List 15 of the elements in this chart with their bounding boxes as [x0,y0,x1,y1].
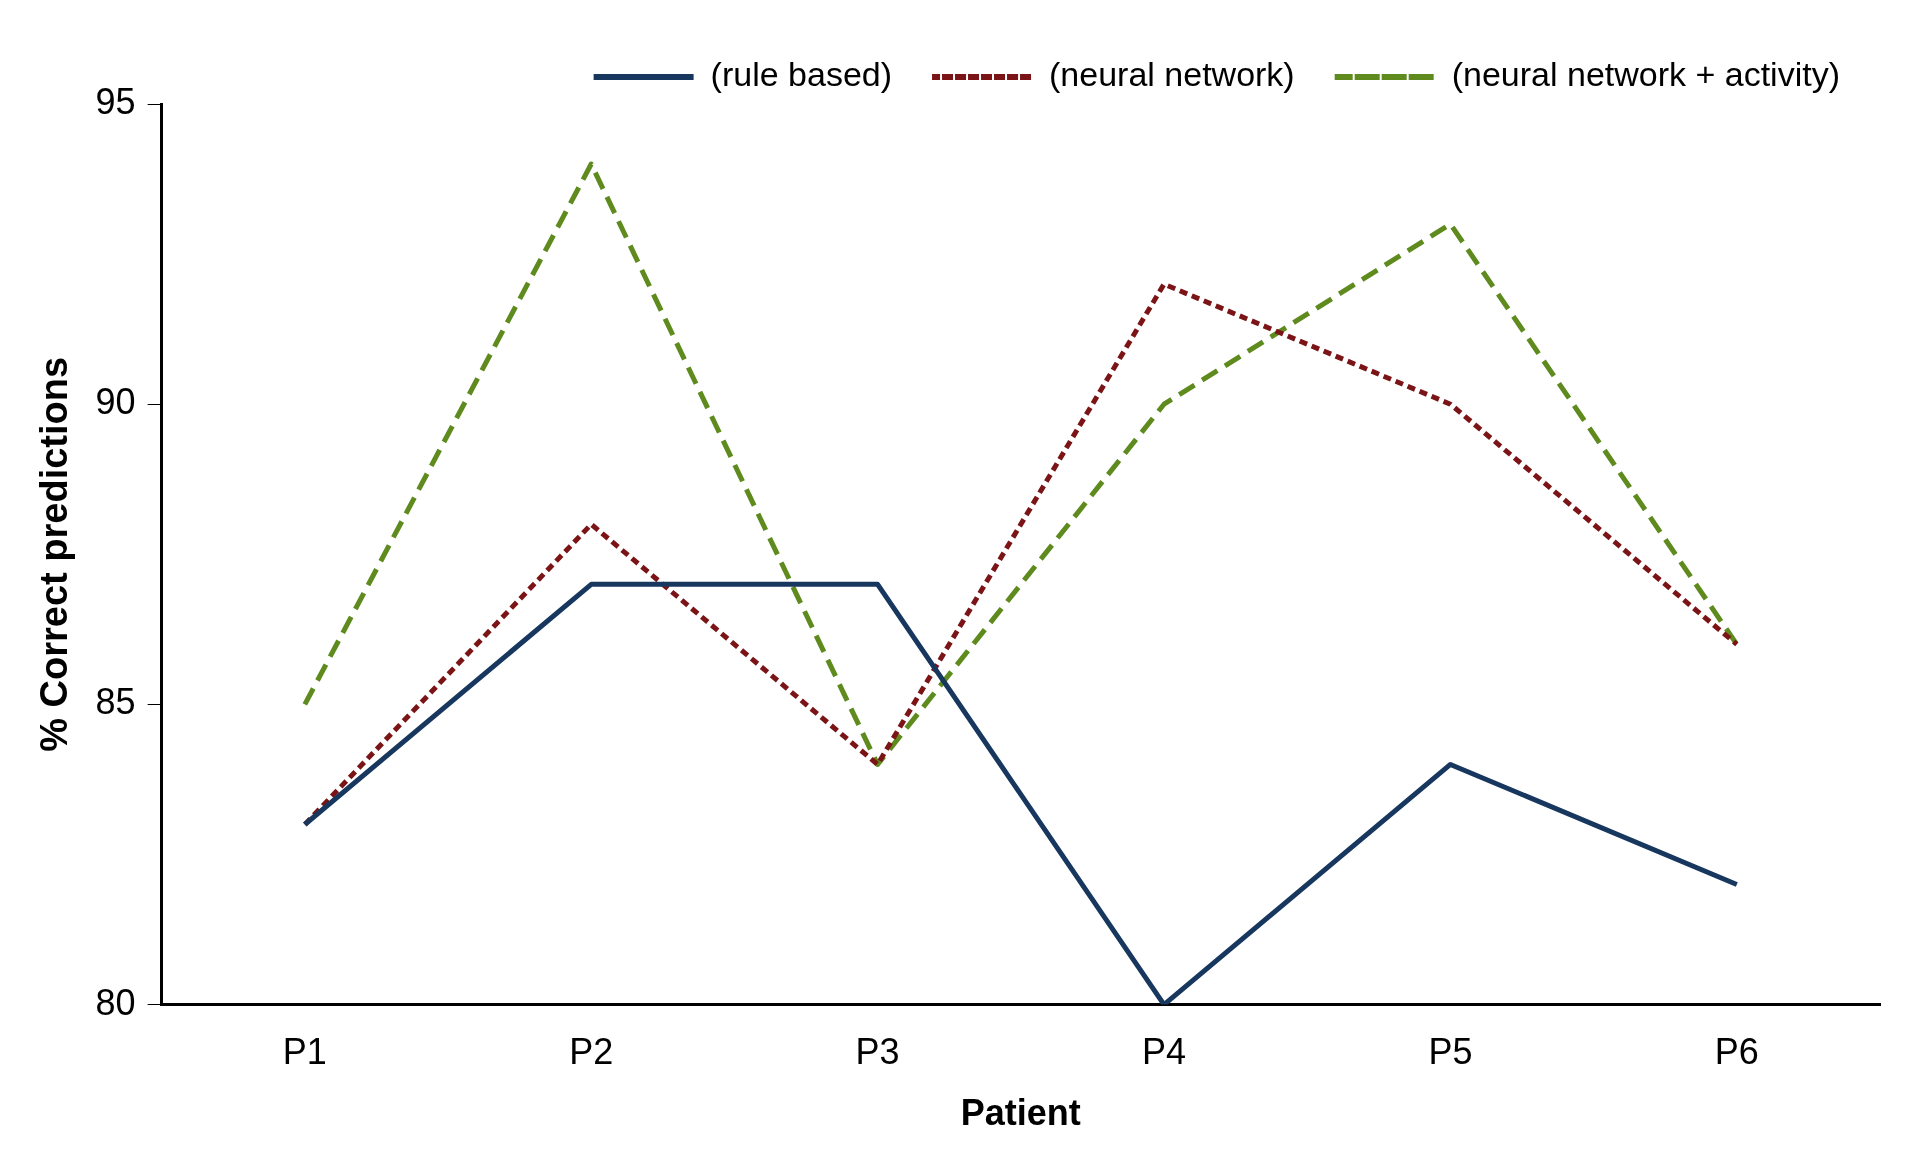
x-axis-title: Patient [960,1092,1081,1134]
y-tick-label: 85 [95,681,136,723]
y-tick-label: 90 [95,381,136,423]
y-axis-title: % Correct predictions [33,356,76,752]
x-tick-label: P2 [569,1031,614,1073]
y-tick-label: 80 [95,981,136,1023]
x-tick-label: P5 [1428,1031,1473,1073]
x-tick-label: P6 [1714,1031,1759,1073]
legend-label: (rule based) [710,55,893,94]
y-tick-label: 95 [95,80,136,122]
legend-label: (neural network + activity) [1451,55,1840,94]
x-tick-label: P3 [855,1031,900,1073]
x-tick-label: P4 [1141,1031,1187,1073]
legend-label: (neural network) [1049,55,1295,94]
x-tick-label: P1 [282,1031,327,1073]
